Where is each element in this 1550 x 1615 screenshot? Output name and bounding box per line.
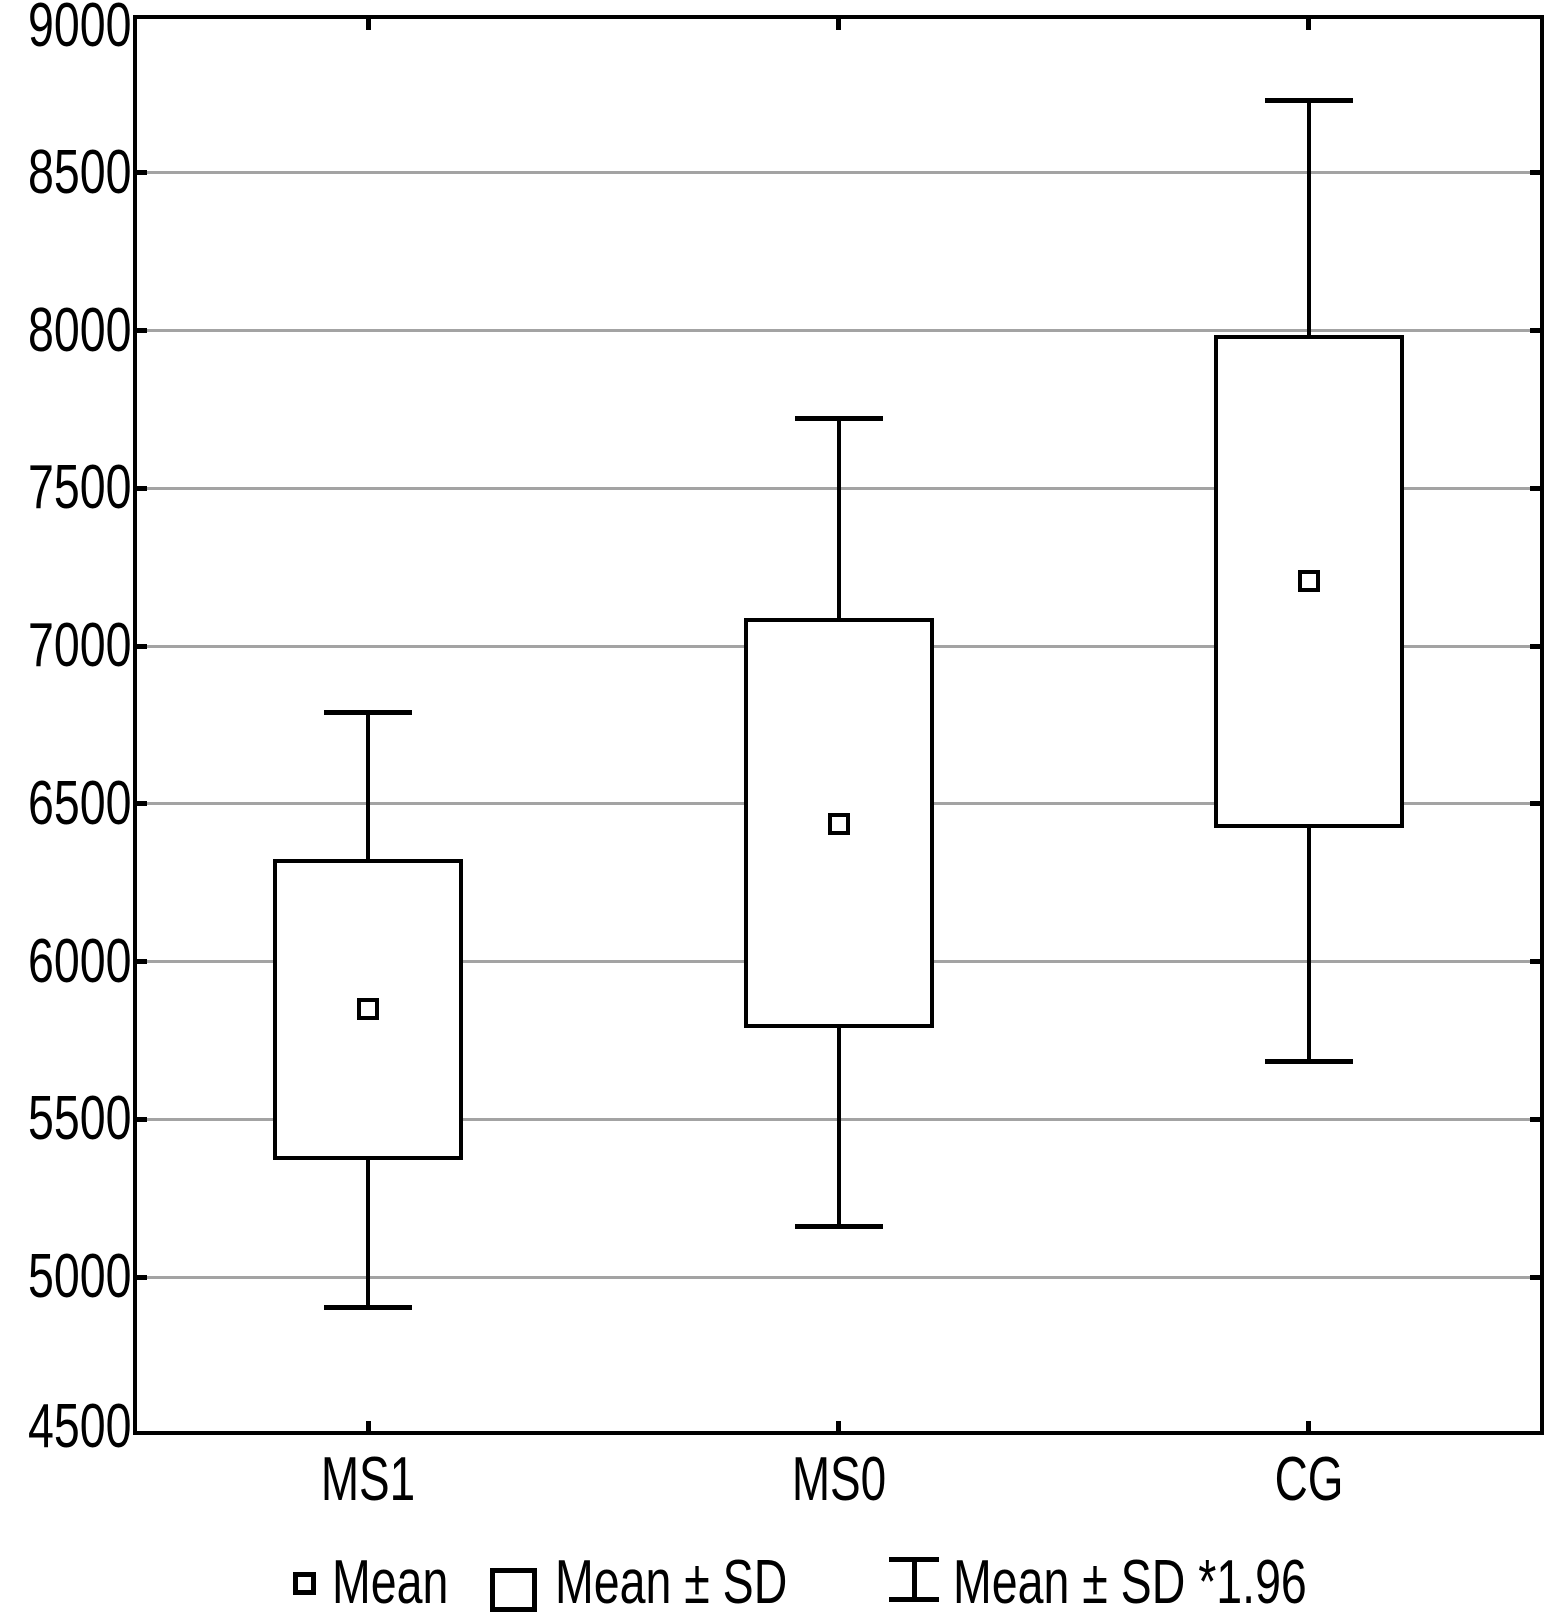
y-axis-label-7500: 7500: [28, 453, 132, 523]
y-tick-right-5000: [1530, 1274, 1544, 1280]
y-axis-label-9000: 9000: [28, 0, 132, 60]
group-ms1-mean-marker: [357, 998, 380, 1020]
group-cg-whisker-upper-line: [1306, 100, 1311, 336]
whisker-icon-line: [912, 1557, 917, 1602]
group-ms1-whisker-lower-line: [366, 1160, 371, 1308]
y-axis-label-8000: 8000: [28, 295, 132, 365]
group-ms0-whisker-upper-line: [836, 418, 841, 618]
sd-box-icon: [490, 1568, 537, 1612]
whisker-icon-bottom-bar: [889, 1597, 939, 1602]
y-axis-label-5000: 5000: [28, 1242, 132, 1312]
y-tick-right-6000: [1530, 959, 1544, 965]
y-tick-left-7000: [133, 643, 147, 649]
y-axis-label-6500: 6500: [28, 768, 132, 838]
gridline-8000: [133, 329, 1544, 333]
group-ms1-whisker-top-cap: [324, 709, 413, 715]
group-cg-whisker-lower-line: [1306, 827, 1311, 1062]
y-axis-label-6000: 6000: [28, 926, 132, 996]
x-axis-label-MS0: MS0: [791, 1445, 886, 1514]
y-tick-left-6500: [133, 801, 147, 807]
y-tick-right-7500: [1530, 485, 1544, 491]
x-tick-bottom-MS1: [365, 1421, 371, 1435]
x-tick-bottom-MS0: [836, 1421, 841, 1435]
y-tick-right-7000: [1530, 643, 1544, 649]
group-ms0-mean-marker: [827, 813, 850, 836]
y-tick-left-8500: [133, 170, 147, 176]
y-tick-right-8500: [1530, 170, 1544, 176]
y-tick-right-8000: [1530, 328, 1544, 334]
y-axis-label-8500: 8500: [28, 137, 132, 207]
gridline-5000: [133, 1275, 1544, 1279]
group-ms0-whisker-top-cap: [794, 416, 883, 422]
y-tick-left-7500: [133, 485, 147, 491]
group-ms1-whisker-bottom-cap: [324, 1304, 413, 1310]
y-axis-label-7000: 7000: [28, 611, 132, 681]
gridline-8500: [133, 171, 1544, 175]
legend-label-2: Mean ± SD: [555, 1548, 788, 1615]
group-cg-whisker-top-cap: [1264, 97, 1353, 103]
x-tick-bottom-CG: [1306, 1421, 1312, 1435]
group-ms1-whisker-upper-line: [366, 712, 371, 860]
mean-marker-icon: [293, 1572, 316, 1595]
y-tick-left-5500: [133, 1116, 147, 1122]
x-tick-top-CG: [1306, 15, 1312, 30]
legend-label-1: Mean: [332, 1548, 449, 1615]
x-axis-label-MS1: MS1: [320, 1445, 416, 1514]
group-cg-mean-marker: [1297, 570, 1320, 593]
y-axis-label-5500: 5500: [28, 1084, 132, 1154]
group-ms0-whisker-bottom-cap: [794, 1224, 883, 1230]
y-tick-right-6500: [1530, 801, 1544, 807]
group-ms0-whisker-lower-line: [836, 1027, 841, 1227]
group-cg-whisker-bottom-cap: [1264, 1058, 1353, 1064]
legend-label-3: Mean ± SD *1.96: [953, 1548, 1307, 1615]
y-tick-left-5000: [133, 1274, 147, 1280]
x-axis-label-CG: CG: [1274, 1445, 1344, 1514]
x-tick-top-MS0: [836, 15, 841, 30]
x-tick-top-MS1: [365, 15, 371, 30]
y-tick-left-6000: [133, 959, 147, 965]
y-tick-right-5500: [1530, 1116, 1544, 1122]
y-axis-label-4500: 4500: [28, 1392, 132, 1461]
y-tick-left-8000: [133, 328, 147, 334]
